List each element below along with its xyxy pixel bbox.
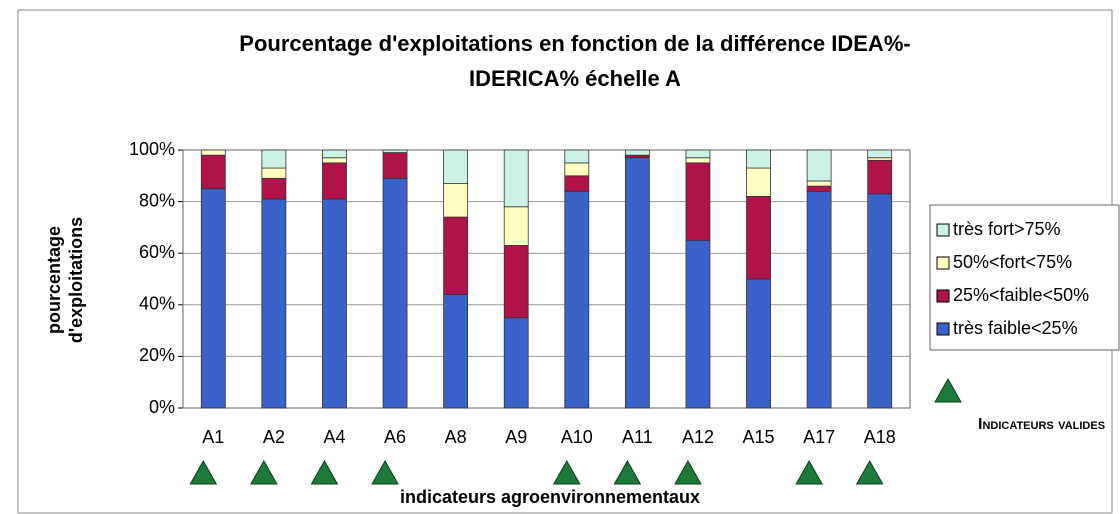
valid-marker xyxy=(189,459,218,485)
valid-marker xyxy=(310,459,339,485)
x-tick-label: A4 xyxy=(323,427,345,447)
bar-segment xyxy=(322,157,347,164)
valid-marker xyxy=(795,459,823,485)
bar-segment xyxy=(564,162,590,177)
bar-segment xyxy=(503,317,529,409)
bar-segment xyxy=(503,149,529,208)
bar-segment xyxy=(564,190,590,409)
bar-segment xyxy=(685,149,711,159)
x-tick-label: A12 xyxy=(682,427,714,447)
bar-segment xyxy=(806,149,832,182)
valid-marker xyxy=(371,459,399,485)
x-tick-label: A1 xyxy=(202,427,224,447)
bar-segment xyxy=(322,198,347,409)
bar-segment xyxy=(746,167,771,197)
y-tick-label: 100% xyxy=(129,139,175,159)
bar-segment xyxy=(443,216,469,295)
bar-segment xyxy=(443,149,469,184)
bar-segment xyxy=(200,154,226,190)
y-tick-label: 40% xyxy=(139,294,175,314)
bar-segment xyxy=(443,183,469,218)
legend-box xyxy=(929,204,1120,351)
chart-title: Pourcentage d'exploitations en fonction … xyxy=(239,31,910,56)
bar-segment xyxy=(685,162,711,241)
x-axis-label: indicateurs agroenvironnementaux xyxy=(400,487,700,507)
valid-marker xyxy=(674,459,702,485)
valid-marker xyxy=(855,459,884,485)
valid-marker xyxy=(934,377,962,403)
bar-segment xyxy=(382,149,408,153)
bar-segment xyxy=(806,190,832,409)
bar-segment xyxy=(685,239,711,409)
bar-segment xyxy=(685,157,711,164)
bar-segment xyxy=(261,149,287,169)
bar-segment xyxy=(443,294,469,409)
bar-segment xyxy=(564,149,590,164)
y-tick-label: 0% xyxy=(149,397,175,417)
bar-segment xyxy=(261,177,287,200)
bar-segment xyxy=(382,177,408,409)
legend-swatch xyxy=(936,223,950,237)
bar-segment xyxy=(746,196,771,280)
bar-segment xyxy=(503,245,529,319)
bar-segment xyxy=(261,198,287,409)
x-tick-label: A2 xyxy=(263,427,285,447)
y-tick-label: 60% xyxy=(139,242,175,262)
valid-label: Indicateurs valides xyxy=(978,416,1105,433)
y-axis-label: pourcentage xyxy=(44,226,64,334)
chart-title: IDERICA% échelle A xyxy=(469,66,681,91)
x-tick-label: A15 xyxy=(743,427,775,447)
x-tick-label: A18 xyxy=(864,427,896,447)
bar-segment xyxy=(382,152,408,179)
valid-marker xyxy=(250,459,278,485)
y-tick-label: 80% xyxy=(139,190,175,210)
bar-segment xyxy=(200,188,226,409)
bar-segment xyxy=(503,206,529,246)
y-axis-label: d'exploitations xyxy=(66,217,86,343)
bar-segment xyxy=(867,193,893,409)
x-tick-label: A9 xyxy=(505,427,527,447)
legend-swatch xyxy=(936,256,950,270)
x-tick-label: A8 xyxy=(445,427,467,447)
valid-marker xyxy=(613,459,642,485)
x-tick-label: A11 xyxy=(622,427,653,447)
bar-segment xyxy=(564,175,590,192)
y-tick-label: 20% xyxy=(139,345,175,365)
bar-segment xyxy=(624,149,650,156)
bar-segment xyxy=(322,149,347,159)
bar-segment xyxy=(200,149,226,156)
bar-segment xyxy=(746,149,771,169)
x-tick-label: A10 xyxy=(561,427,593,447)
bar-segment xyxy=(261,167,287,179)
legend-swatch xyxy=(936,322,950,336)
bar-segment xyxy=(867,149,893,159)
legend-label: 25%<faible<50% xyxy=(953,285,1089,305)
x-tick-label: A17 xyxy=(803,427,835,447)
plot-frame xyxy=(182,149,911,409)
bar-segment xyxy=(806,185,832,192)
bar-segment xyxy=(624,157,650,409)
bar-segment xyxy=(322,162,347,200)
bar-segment xyxy=(746,278,771,409)
legend-label: très fort>75% xyxy=(953,219,1061,239)
x-tick-label: A6 xyxy=(384,427,406,447)
legend-swatch xyxy=(936,289,950,303)
legend-label: 50%<fort<75% xyxy=(953,252,1072,272)
bar-segment xyxy=(867,159,893,195)
valid-marker xyxy=(552,459,581,485)
bar-segment xyxy=(806,180,832,187)
legend-label: très faible<25% xyxy=(953,318,1078,338)
